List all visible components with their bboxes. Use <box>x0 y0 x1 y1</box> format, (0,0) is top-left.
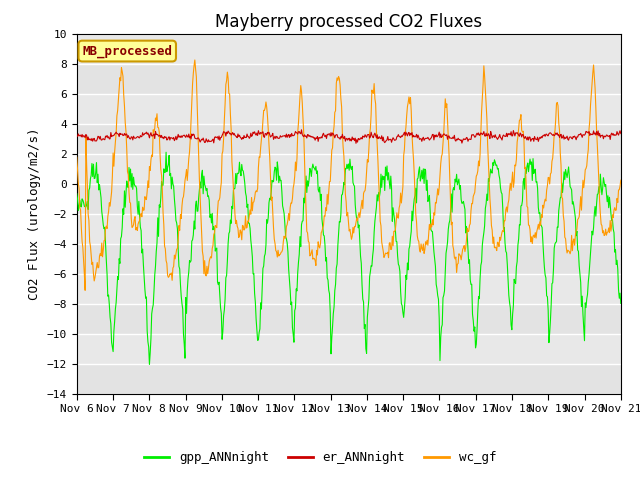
Title: Mayberry processed CO2 Fluxes: Mayberry processed CO2 Fluxes <box>215 12 483 31</box>
Legend: gpp_ANNnight, er_ANNnight, wc_gf: gpp_ANNnight, er_ANNnight, wc_gf <box>139 446 501 469</box>
Bar <box>77 304 621 334</box>
Text: MB_processed: MB_processed <box>82 44 172 58</box>
Bar <box>77 184 621 214</box>
Y-axis label: CO2 Flux (urology/m2/s): CO2 Flux (urology/m2/s) <box>28 127 41 300</box>
Bar <box>77 124 621 154</box>
Bar <box>77 364 621 394</box>
Bar <box>77 64 621 94</box>
Bar <box>77 244 621 274</box>
